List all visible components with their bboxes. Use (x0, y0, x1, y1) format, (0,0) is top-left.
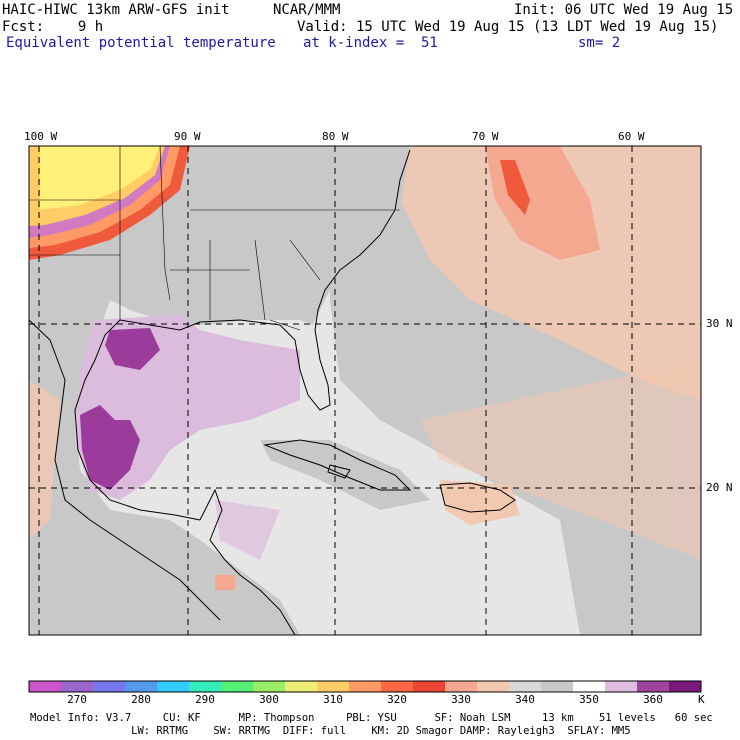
colorbar-swatch (637, 681, 670, 692)
colorbar-swatch (253, 681, 286, 692)
atlantic-peach-south (420, 360, 701, 560)
purple-core-north (105, 328, 160, 370)
colorbar-swatch (413, 681, 446, 692)
colorbar-swatch (445, 681, 478, 692)
level-info: at k-index = 51 (303, 35, 438, 51)
smoothing-info: sm= 2 (578, 35, 621, 51)
purple-core-south (80, 405, 140, 490)
lon-label-80w: 80 W (322, 130, 349, 143)
lon-label-90w: 90 W (174, 130, 201, 143)
nw-yellow-zone (40, 146, 160, 210)
colorbar-swatch (221, 681, 254, 692)
caribbean-violet-patch (215, 500, 280, 560)
colorbar-tick-label: 350 (579, 693, 599, 706)
atlantic-peach-region (400, 146, 701, 400)
valid-time: Valid: 15 UTC Wed 19 Aug 15 (13 LDT Wed … (297, 19, 719, 35)
colorbar-tick-label: 360 (643, 693, 663, 706)
org-label: NCAR/MMM (273, 2, 341, 18)
colorbar-swatch (669, 681, 702, 692)
model-title: HAIC-HIWC 13km ARW-GFS init (2, 2, 230, 18)
colorbar-swatch (541, 681, 574, 692)
map-frame (28, 145, 702, 636)
colorbar-tick-label: 340 (515, 693, 535, 706)
field-name: Equivalent potential temperature (6, 35, 276, 51)
colorbar-swatch (285, 681, 318, 692)
colorbar-swatch (93, 681, 126, 692)
lon-label-100w: 100 W (24, 130, 58, 143)
colorbar-tick-label: 280 (131, 693, 151, 706)
colorbar-tick-label: 330 (451, 693, 471, 706)
colorbar-swatch (157, 681, 190, 692)
colorbar-unit: K (698, 693, 705, 706)
init-time: Init: 06 UTC Wed 19 Aug 15 (514, 2, 734, 18)
colorbar-swatch (381, 681, 414, 692)
lat-label-20n: 20 N (706, 481, 733, 494)
colorbar-tick-label: 320 (387, 693, 407, 706)
lon-label-70w: 70 W (472, 130, 499, 143)
state-borders (29, 146, 400, 331)
footer-physics-info: LW: RRTMG SW: RRTMG DIFF: full KM: 2D Sm… (30, 725, 631, 737)
colorbar-swatch (605, 681, 638, 692)
colorbar-swatch (125, 681, 158, 692)
colorbar-swatch (349, 681, 382, 692)
colorbar-swatch (317, 681, 350, 692)
mexico-land-gray (29, 290, 300, 635)
colorbar-swatch (477, 681, 510, 692)
forecast-hour: Fcst: 9 h (2, 19, 104, 35)
colorbar-frame (28, 680, 702, 693)
hispaniola-peach (440, 480, 520, 525)
colorbar-swatch (573, 681, 606, 692)
map-field (29, 146, 701, 635)
florida-light (300, 320, 330, 410)
pacific-peach (29, 380, 60, 540)
colorbar-swatch (189, 681, 222, 692)
coastlines (29, 149, 516, 635)
colorbar-swatch (61, 681, 94, 692)
lon-label-60w: 60 W (618, 130, 645, 143)
colorbar-tick-label: 290 (195, 693, 215, 706)
orange-spot (215, 575, 235, 590)
red-plume-core (500, 160, 530, 215)
colorbar-tick-label: 270 (67, 693, 87, 706)
lat-lon-grid (29, 146, 701, 635)
lat-label-30n: 30 N (706, 317, 733, 330)
cuba-gray (260, 440, 430, 510)
colorbar (28, 680, 702, 693)
colorbar-swatch (29, 681, 62, 692)
colorbar-tick-label: 300 (259, 693, 279, 706)
colorbar-tick-label: 310 (323, 693, 343, 706)
colorbar-swatch (509, 681, 542, 692)
footer-model-info: Model Info: V3.7 CU: KF MP: Thompson PBL… (30, 712, 713, 724)
